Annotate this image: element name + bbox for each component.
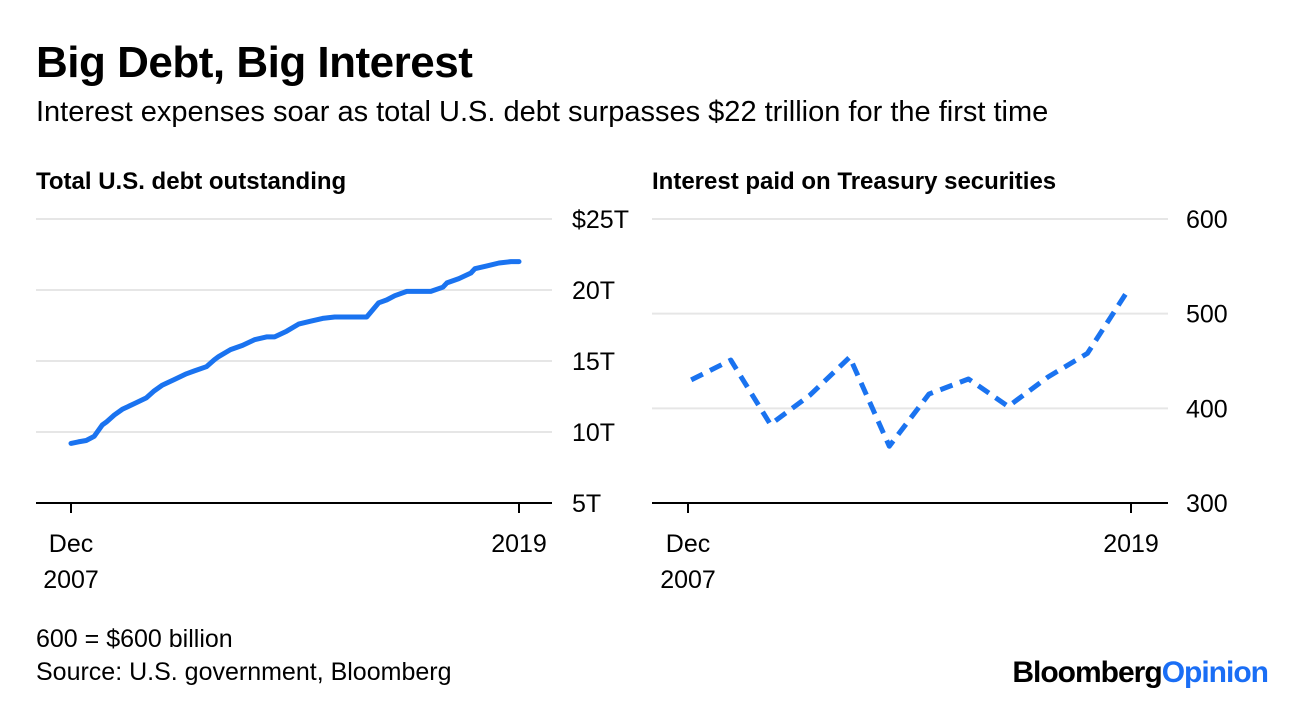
x-tick-label-start-line1-1: Dec — [666, 530, 710, 558]
y-tick-label-0-3: 20T — [572, 277, 615, 305]
x-tick-label-start-line2-1: 2007 — [660, 566, 716, 594]
brand-accent: Opinion — [1161, 656, 1269, 689]
y-tick-label-0-2: 15T — [572, 348, 615, 376]
left-panel-title: Total U.S. debt outstanding — [36, 168, 347, 195]
x-tick-label-end-0: 2019 — [491, 530, 547, 558]
y-tick-label-0-1: 10T — [572, 419, 615, 447]
y-tick-label-0-0: 5T — [572, 490, 601, 518]
series-line-0 — [68, 259, 522, 446]
chart-title: Big Debt, Big Interest — [36, 38, 473, 87]
y-tick-label-1-0: 300 — [1186, 490, 1228, 518]
x-tick-label-end-1: 2019 — [1103, 530, 1159, 558]
y-tick-label-1-1: 400 — [1186, 395, 1228, 423]
bloomberg-opinion-logo: BloombergOpinion — [1012, 656, 1269, 690]
right-panel-title: Interest paid on Treasury securities — [652, 168, 1057, 195]
brand-main: Bloomberg — [1012, 656, 1162, 689]
x-tick-label-start-line1-0: Dec — [49, 530, 93, 558]
y-tick-label-0-4: $25T — [572, 206, 629, 234]
y-tick-label-1-2: 500 — [1186, 301, 1228, 329]
unit-note: 600 = $600 billion — [36, 625, 233, 653]
chart-subtitle: Interest expenses soar as total U.S. deb… — [36, 96, 1049, 128]
source-note: Source: U.S. government, Bloomberg — [36, 658, 452, 686]
x-tick-label-start-line2-0: 2007 — [43, 566, 99, 594]
y-tick-label-1-3: 600 — [1186, 206, 1228, 234]
series-line-1 — [690, 290, 1130, 449]
